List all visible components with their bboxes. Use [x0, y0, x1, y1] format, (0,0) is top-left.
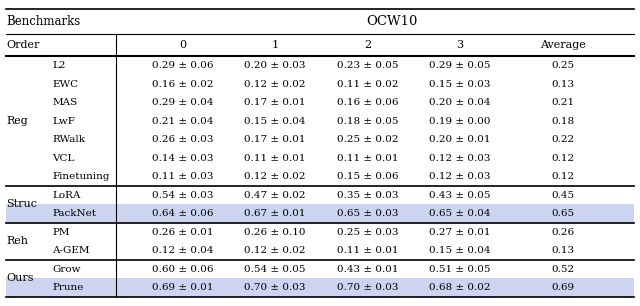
- Text: 0.12: 0.12: [552, 154, 575, 162]
- Text: 0.67 ± 0.01: 0.67 ± 0.01: [244, 209, 306, 218]
- Text: 0.12 ± 0.03: 0.12 ± 0.03: [429, 154, 490, 162]
- Text: MAS: MAS: [52, 98, 77, 107]
- Text: PackNet: PackNet: [52, 209, 97, 218]
- Text: 0.65 ± 0.04: 0.65 ± 0.04: [429, 209, 490, 218]
- Text: 0.12 ± 0.04: 0.12 ± 0.04: [152, 246, 213, 255]
- Text: LoRA: LoRA: [52, 191, 81, 200]
- Text: 0.20 ± 0.04: 0.20 ± 0.04: [429, 98, 490, 107]
- Text: 0.21: 0.21: [552, 98, 575, 107]
- Text: 0.69 ± 0.01: 0.69 ± 0.01: [152, 283, 213, 292]
- Text: Finetuning: Finetuning: [52, 172, 110, 181]
- Text: 0.29 ± 0.06: 0.29 ± 0.06: [152, 61, 213, 70]
- Text: 0: 0: [179, 40, 186, 50]
- Text: 0.47 ± 0.02: 0.47 ± 0.02: [244, 191, 306, 200]
- Text: 0.26 ± 0.10: 0.26 ± 0.10: [244, 228, 306, 237]
- Text: 0.14 ± 0.03: 0.14 ± 0.03: [152, 154, 213, 162]
- Text: 0.43 ± 0.01: 0.43 ± 0.01: [337, 265, 399, 274]
- Text: 0.54 ± 0.05: 0.54 ± 0.05: [244, 265, 306, 274]
- Text: 0.27 ± 0.01: 0.27 ± 0.01: [429, 228, 490, 237]
- Text: 0.70 ± 0.03: 0.70 ± 0.03: [244, 283, 306, 292]
- Text: 0.12 ± 0.02: 0.12 ± 0.02: [244, 246, 306, 255]
- Text: OCW10: OCW10: [366, 15, 418, 28]
- Text: 0.65: 0.65: [552, 209, 575, 218]
- Bar: [6, 204, 634, 223]
- Text: 0.54 ± 0.03: 0.54 ± 0.03: [152, 191, 213, 200]
- Text: 0.70 ± 0.03: 0.70 ± 0.03: [337, 283, 399, 292]
- Text: 0.35 ± 0.03: 0.35 ± 0.03: [337, 191, 399, 200]
- Text: 0.43 ± 0.05: 0.43 ± 0.05: [429, 191, 490, 200]
- Text: 0.11 ± 0.01: 0.11 ± 0.01: [337, 246, 399, 255]
- Text: 0.26: 0.26: [552, 228, 575, 237]
- Text: 0.45: 0.45: [552, 191, 575, 200]
- Text: 0.25 ± 0.02: 0.25 ± 0.02: [337, 135, 399, 144]
- Text: 0.11 ± 0.03: 0.11 ± 0.03: [152, 172, 213, 181]
- Text: 1: 1: [271, 40, 279, 50]
- Text: 0.11 ± 0.02: 0.11 ± 0.02: [337, 80, 399, 88]
- Text: 0.68 ± 0.02: 0.68 ± 0.02: [429, 283, 490, 292]
- Text: 0.18 ± 0.05: 0.18 ± 0.05: [337, 117, 399, 125]
- Text: 0.18: 0.18: [552, 117, 575, 125]
- Text: LwF: LwF: [52, 117, 76, 125]
- Text: 0.16 ± 0.06: 0.16 ± 0.06: [337, 98, 399, 107]
- Text: 0.11 ± 0.01: 0.11 ± 0.01: [244, 154, 306, 162]
- Text: EWC: EWC: [52, 80, 79, 88]
- Text: RWalk: RWalk: [52, 135, 86, 144]
- Text: 0.16 ± 0.02: 0.16 ± 0.02: [152, 80, 213, 88]
- Text: L2: L2: [52, 61, 66, 70]
- Text: VCL: VCL: [52, 154, 75, 162]
- Text: 0.51 ± 0.05: 0.51 ± 0.05: [429, 265, 490, 274]
- Text: 0.29 ± 0.04: 0.29 ± 0.04: [152, 98, 213, 107]
- Text: Struc: Struc: [6, 199, 37, 209]
- Text: 0.15 ± 0.06: 0.15 ± 0.06: [337, 172, 399, 181]
- Text: Grow: Grow: [52, 265, 81, 274]
- Text: Benchmarks: Benchmarks: [6, 15, 81, 28]
- Text: 0.20 ± 0.03: 0.20 ± 0.03: [244, 61, 306, 70]
- Text: 0.25: 0.25: [552, 61, 575, 70]
- Text: 0.15 ± 0.04: 0.15 ± 0.04: [244, 117, 306, 125]
- Text: 0.64 ± 0.06: 0.64 ± 0.06: [152, 209, 213, 218]
- Text: 0.22: 0.22: [552, 135, 575, 144]
- Text: 0.12: 0.12: [552, 172, 575, 181]
- Text: Average: Average: [540, 40, 586, 50]
- Text: 0.12 ± 0.02: 0.12 ± 0.02: [244, 80, 306, 88]
- Text: 0.13: 0.13: [552, 246, 575, 255]
- Text: Ours: Ours: [6, 273, 34, 283]
- Text: 0.11 ± 0.01: 0.11 ± 0.01: [337, 154, 399, 162]
- Text: Reh: Reh: [6, 236, 28, 246]
- Text: 0.21 ± 0.04: 0.21 ± 0.04: [152, 117, 213, 125]
- Bar: [6, 278, 634, 297]
- Text: PM: PM: [52, 228, 70, 237]
- Text: Prune: Prune: [52, 283, 84, 292]
- Text: 0.17 ± 0.01: 0.17 ± 0.01: [244, 135, 306, 144]
- Text: 0.13: 0.13: [552, 80, 575, 88]
- Text: 0.26 ± 0.03: 0.26 ± 0.03: [152, 135, 213, 144]
- Text: 0.25 ± 0.03: 0.25 ± 0.03: [337, 228, 399, 237]
- Text: 0.65 ± 0.03: 0.65 ± 0.03: [337, 209, 399, 218]
- Text: 2: 2: [364, 40, 372, 50]
- Text: 0.15 ± 0.03: 0.15 ± 0.03: [429, 80, 490, 88]
- Text: 3: 3: [456, 40, 463, 50]
- Text: 0.52: 0.52: [552, 265, 575, 274]
- Text: 0.69: 0.69: [552, 283, 575, 292]
- Text: 0.20 ± 0.01: 0.20 ± 0.01: [429, 135, 490, 144]
- Text: 0.26 ± 0.01: 0.26 ± 0.01: [152, 228, 213, 237]
- Text: 0.23 ± 0.05: 0.23 ± 0.05: [337, 61, 399, 70]
- Text: 0.60 ± 0.06: 0.60 ± 0.06: [152, 265, 213, 274]
- Text: 0.17 ± 0.01: 0.17 ± 0.01: [244, 98, 306, 107]
- Text: 0.19 ± 0.00: 0.19 ± 0.00: [429, 117, 490, 125]
- Text: 0.29 ± 0.05: 0.29 ± 0.05: [429, 61, 490, 70]
- Text: Order: Order: [6, 40, 40, 50]
- Text: 0.12 ± 0.03: 0.12 ± 0.03: [429, 172, 490, 181]
- Text: 0.15 ± 0.04: 0.15 ± 0.04: [429, 246, 490, 255]
- Text: Reg: Reg: [6, 116, 28, 126]
- Text: A-GEM: A-GEM: [52, 246, 90, 255]
- Text: 0.12 ± 0.02: 0.12 ± 0.02: [244, 172, 306, 181]
